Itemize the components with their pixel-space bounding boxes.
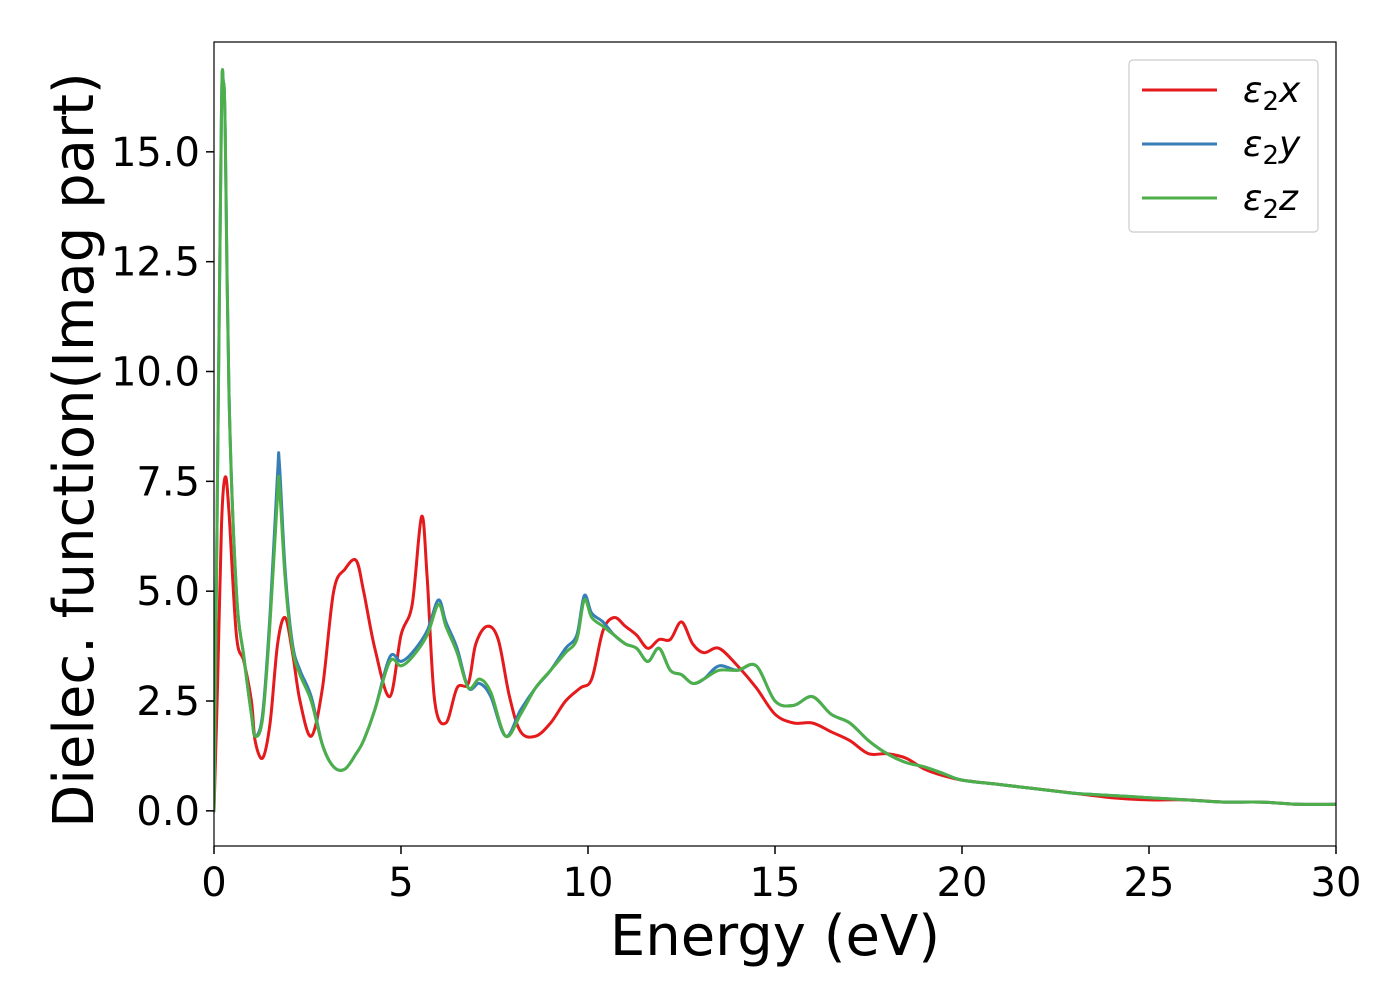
legend-box — [1128, 59, 1319, 233]
y-tick-label: 15.0 — [111, 130, 200, 176]
x-axis-label: Energy (eV) — [610, 904, 940, 969]
series-line-x — [214, 475, 1336, 813]
x-axis: 0 5 10 15 20 25 30 — [201, 846, 1361, 906]
x-tick-label: 5 — [388, 860, 413, 906]
y-axis-label: Dielec. function(Imag part) — [42, 72, 107, 828]
legend: ε2x ε2y ε2z — [1128, 59, 1319, 233]
y-tick-label: 10.0 — [111, 350, 200, 396]
legend-label-y: ε2y — [1243, 124, 1301, 171]
y-tick-label: 12.5 — [111, 240, 200, 286]
y-tick-label: 2.5 — [136, 679, 200, 725]
y-tick-label: 7.5 — [136, 459, 200, 505]
x-tick-label: 10 — [563, 860, 614, 906]
legend-label-x: ε2x — [1243, 70, 1301, 117]
series-line-z — [214, 68, 1336, 813]
x-tick-label: 20 — [937, 860, 988, 906]
y-axis: 0.0 2.5 5.0 7.5 10.0 12.5 15.0 — [111, 130, 214, 835]
series-layer — [214, 68, 1336, 813]
legend-label-z: ε2z — [1243, 178, 1299, 225]
y-tick-label: 0.0 — [136, 789, 200, 835]
y-tick-label: 5.0 — [136, 569, 200, 615]
x-tick-label: 0 — [201, 860, 226, 906]
x-tick-label: 15 — [750, 860, 801, 906]
x-tick-label: 30 — [1311, 860, 1362, 906]
x-tick-label: 25 — [1124, 860, 1175, 906]
